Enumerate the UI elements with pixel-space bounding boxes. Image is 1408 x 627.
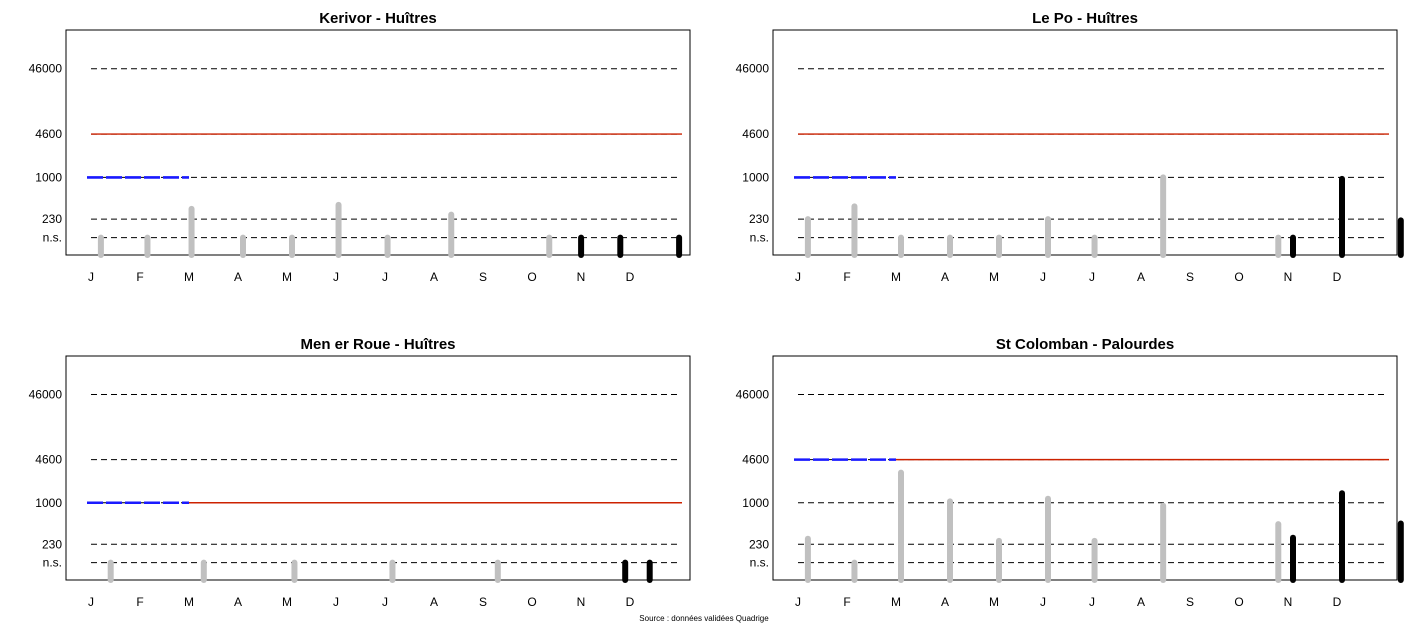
- y-tick-label: 230: [749, 212, 769, 226]
- y-tick-label: 230: [749, 537, 769, 551]
- x-tick-label: A: [941, 270, 949, 284]
- y-tick-label: 4600: [35, 127, 62, 141]
- y-tick-label: 1000: [35, 496, 62, 510]
- x-tick-label: A: [234, 270, 242, 284]
- y-tick-label: 1000: [35, 170, 62, 184]
- chart-panel-1: Kerivor - Huîtres n.s. 230 1000 4600 46000 J F M…: [29, 10, 691, 284]
- y-tick-label: 1000: [742, 496, 769, 510]
- x-tick-label: J: [88, 270, 94, 284]
- x-tick-label: S: [1186, 595, 1194, 609]
- x-tick-label: M: [184, 270, 194, 284]
- panel-title: Le Po - Huîtres: [1032, 10, 1138, 27]
- plot-frame: [772, 29, 1398, 256]
- x-tick-label: S: [479, 595, 487, 609]
- x-tick-label: J: [333, 270, 339, 284]
- x-tick-label: S: [479, 270, 487, 284]
- y-tick-label: 46000: [736, 388, 770, 402]
- x-tick-label: D: [626, 270, 635, 284]
- chart-panel-4: St Colomban - Palourdes n.s. 230 1000 4600 46…: [736, 336, 1404, 609]
- x-tick-label: J: [1089, 595, 1095, 609]
- plot-frame: [772, 355, 1398, 581]
- chart-panel-3: Men er Roue - Huîtres n.s. 230 1000 4600 4600…: [29, 336, 691, 609]
- y-tick-label: n.s.: [43, 231, 62, 245]
- x-tick-label: O: [527, 595, 536, 609]
- chart-panel-2: Le Po - Huîtres n.s. 230 1000 4600 46000 J F M A M…: [736, 10, 1404, 284]
- panel-title: Men er Roue - Huîtres: [300, 336, 455, 353]
- x-tick-label: D: [1333, 270, 1342, 284]
- x-tick-label: D: [1333, 595, 1342, 609]
- x-tick-label: O: [527, 270, 536, 284]
- x-tick-label: A: [941, 595, 949, 609]
- x-tick-label: N: [1284, 270, 1293, 284]
- panel-title: Kerivor - Huîtres: [319, 10, 437, 27]
- x-tick-label: M: [989, 595, 999, 609]
- x-tick-label: J: [1040, 270, 1046, 284]
- plot-frame: [65, 29, 691, 256]
- x-tick-label: J: [1040, 595, 1046, 609]
- x-tick-label: A: [1137, 270, 1145, 284]
- x-tick-label: O: [1234, 595, 1243, 609]
- y-tick-label: 230: [42, 212, 62, 226]
- y-tick-label: 46000: [29, 62, 63, 76]
- x-tick-label: J: [382, 595, 388, 609]
- x-tick-label: S: [1186, 270, 1194, 284]
- x-tick-label: M: [989, 270, 999, 284]
- x-tick-label: A: [234, 595, 242, 609]
- x-tick-label: N: [577, 270, 586, 284]
- x-tick-label: A: [430, 595, 438, 609]
- y-tick-label: 46000: [29, 388, 63, 402]
- x-tick-label: J: [795, 595, 801, 609]
- x-tick-label: F: [136, 270, 143, 284]
- source-note: Source : données validées Quadrige: [639, 614, 769, 623]
- x-tick-label: A: [1137, 595, 1145, 609]
- x-tick-label: M: [184, 595, 194, 609]
- panel-title: St Colomban - Palourdes: [996, 336, 1174, 353]
- x-tick-label: N: [1284, 595, 1293, 609]
- x-tick-label: N: [577, 595, 586, 609]
- x-tick-label: J: [1089, 270, 1095, 284]
- x-tick-label: D: [626, 595, 635, 609]
- y-tick-label: 46000: [736, 62, 770, 76]
- y-tick-label: 230: [42, 537, 62, 551]
- x-tick-label: M: [282, 595, 292, 609]
- x-tick-label: J: [382, 270, 388, 284]
- y-tick-label: 1000: [742, 170, 769, 184]
- x-tick-label: J: [88, 595, 94, 609]
- y-tick-label: 4600: [35, 453, 62, 467]
- x-tick-label: M: [891, 595, 901, 609]
- x-tick-label: J: [795, 270, 801, 284]
- x-tick-label: F: [843, 595, 850, 609]
- x-tick-label: O: [1234, 270, 1243, 284]
- x-tick-label: A: [430, 270, 438, 284]
- x-tick-label: M: [282, 270, 292, 284]
- plot-frame: [65, 355, 691, 581]
- y-tick-label: 4600: [742, 453, 769, 467]
- y-tick-label: 4600: [742, 127, 769, 141]
- y-tick-label: n.s.: [750, 231, 769, 245]
- y-tick-label: n.s.: [750, 556, 769, 570]
- x-tick-label: F: [136, 595, 143, 609]
- x-tick-label: J: [333, 595, 339, 609]
- x-tick-label: M: [891, 270, 901, 284]
- x-tick-label: F: [843, 270, 850, 284]
- y-tick-label: n.s.: [43, 556, 62, 570]
